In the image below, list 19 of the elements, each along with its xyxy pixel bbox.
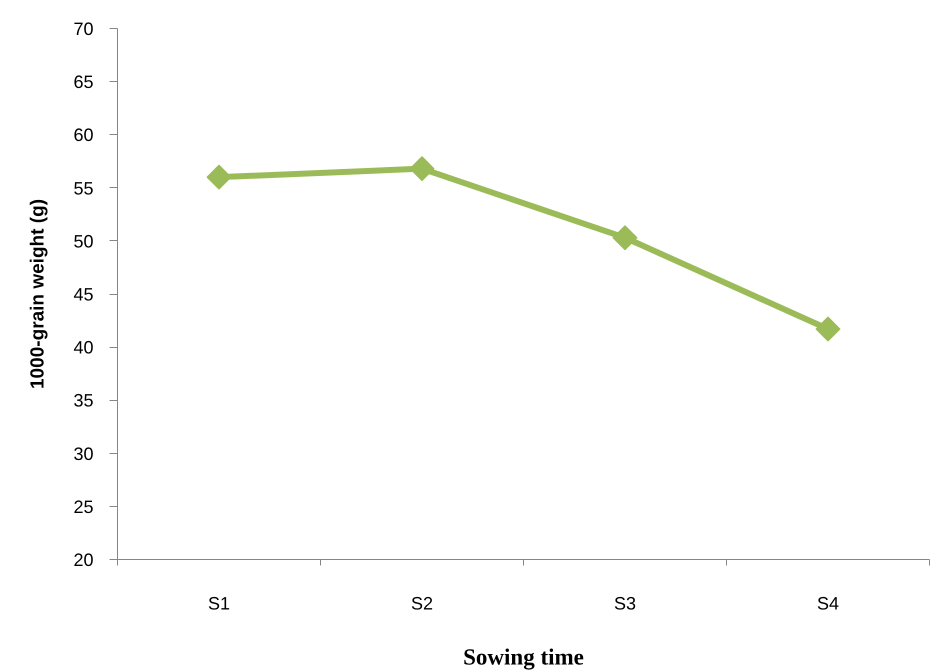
- x-axis-title: Sowing time: [463, 644, 584, 670]
- y-tick-label: 50: [73, 231, 94, 252]
- y-tick-label: 35: [73, 390, 94, 411]
- y-axis-title: 1000-grain weight (g): [27, 198, 48, 390]
- y-tick-label: 25: [73, 496, 94, 517]
- y-tick-label: 70: [73, 19, 94, 39]
- y-tick-label: 55: [73, 178, 94, 198]
- y-tick-label: 65: [73, 72, 94, 92]
- y-tick-label: 30: [73, 444, 94, 464]
- point: [815, 316, 841, 342]
- point: [612, 225, 638, 250]
- x-tick-label: S1: [208, 594, 230, 614]
- y-tick-label: 40: [73, 338, 94, 358]
- x-tick-label: S3: [614, 594, 636, 614]
- y-tick-label: 45: [73, 284, 94, 304]
- x-tick-label: S2: [410, 594, 434, 614]
- y-tick-label: 20: [73, 550, 94, 570]
- x-tick-label: S4: [816, 594, 840, 614]
- y-tick-label: 60: [73, 125, 94, 146]
